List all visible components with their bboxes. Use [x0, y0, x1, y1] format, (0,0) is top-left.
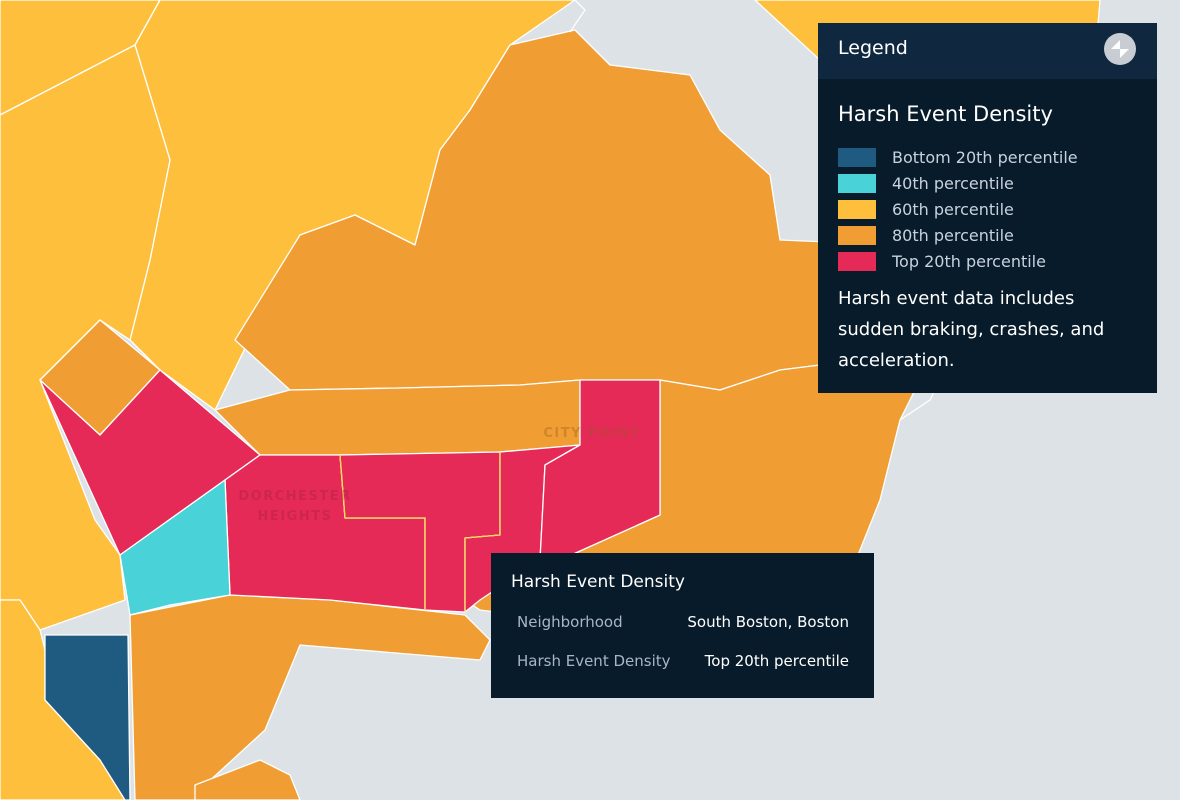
- regions-top-20th-percentile: [39, 369, 661, 613]
- legend-heading: Harsh Event Density: [838, 102, 1053, 126]
- map-label-line: HEIGHTS: [257, 509, 333, 524]
- legend-panel: Legend Harsh Event Density Bottom 20th p…: [818, 23, 1157, 393]
- legend-items: Bottom 20th percentile 40th percentile 6…: [838, 144, 1078, 274]
- legend-item-label: 60th percentile: [892, 199, 1014, 219]
- legend-header: Legend: [818, 23, 1157, 79]
- legend-item-label: Top 20th percentile: [892, 251, 1046, 271]
- legend-swatch: [838, 147, 876, 167]
- collapse-icon[interactable]: [1103, 32, 1137, 66]
- legend-item: Top 20th percentile: [838, 248, 1078, 274]
- legend-swatch: [838, 225, 876, 245]
- tooltip-title: Harsh Event Density: [511, 572, 685, 592]
- legend-item: 40th percentile: [838, 170, 1078, 196]
- legend-swatch: [838, 199, 876, 219]
- legend-item-label: 40th percentile: [892, 173, 1014, 193]
- tooltip-row-density: Harsh Event Density Top 20th percentile: [517, 652, 849, 670]
- map-label-dorchester-heights: DORCHESTER HEIGHTS: [230, 487, 360, 527]
- legend-item-label: Bottom 20th percentile: [892, 147, 1078, 167]
- region-bottom-20th-percentile[interactable]: [44, 634, 131, 800]
- tooltip-key: Neighborhood: [517, 613, 623, 631]
- map-label-line: DORCHESTER: [238, 489, 352, 504]
- region-80-bottom[interactable]: [194, 759, 301, 800]
- boundary-line: [464, 452, 501, 612]
- map-label-city-point: CITY POINT: [543, 426, 641, 441]
- tooltip-row-neighborhood: Neighborhood South Boston, Boston: [517, 613, 849, 631]
- legend-swatch: [838, 251, 876, 271]
- legend-swatch: [838, 173, 876, 193]
- legend-item: 60th percentile: [838, 196, 1078, 222]
- region-tooltip: Harsh Event Density Neighborhood South B…: [491, 553, 874, 698]
- legend-title: Legend: [838, 37, 908, 59]
- legend-item: Bottom 20th percentile: [838, 144, 1078, 170]
- tooltip-key: Harsh Event Density: [517, 652, 671, 670]
- region-40th-percentile[interactable]: [119, 479, 231, 616]
- legend-item: 80th percentile: [838, 222, 1078, 248]
- boundary-line: [339, 454, 426, 610]
- tooltip-value: Top 20th percentile: [704, 652, 849, 670]
- legend-note: Harsh event data includes sudden braking…: [838, 288, 1105, 371]
- shoreline: [569, 0, 586, 33]
- legend-item-label: 80th percentile: [892, 225, 1014, 245]
- tooltip-value: South Boston, Boston: [687, 613, 849, 631]
